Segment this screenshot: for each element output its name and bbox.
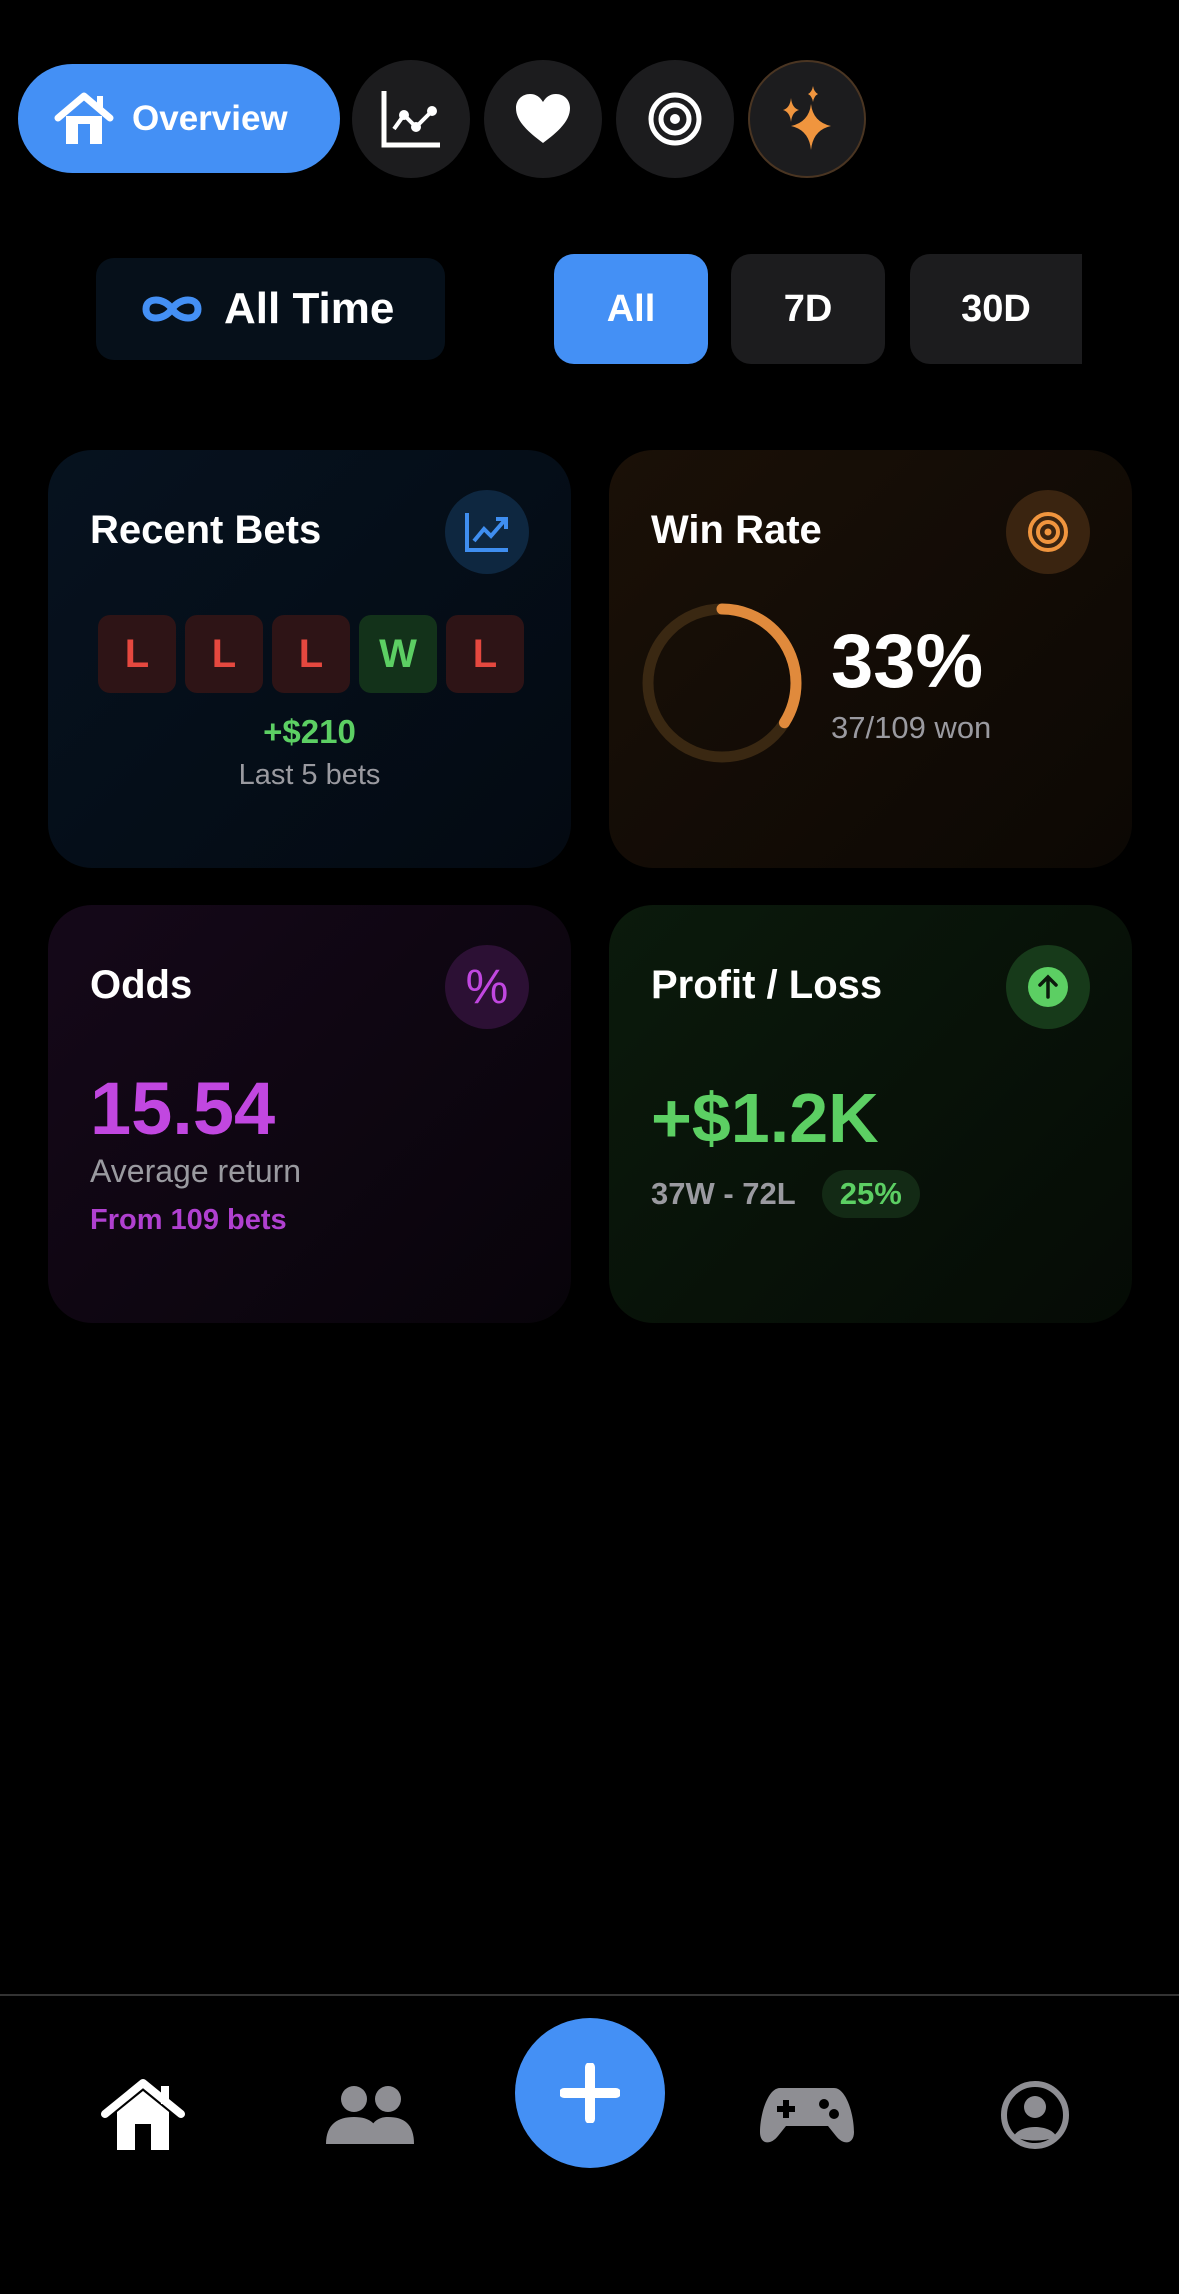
tab-goals[interactable]: [616, 60, 734, 178]
roi-badge: 25%: [821, 1170, 920, 1218]
add-icon: [560, 2063, 620, 2123]
profit-loss-icon-badge: [1006, 945, 1090, 1029]
recent-bets-icon-badge: [445, 490, 529, 574]
tab-insights[interactable]: [748, 60, 866, 178]
heart-icon: [516, 94, 570, 143]
tabbar-home[interactable]: [83, 2070, 203, 2160]
win-rate-value: 33%: [831, 619, 984, 704]
time-range-selector[interactable]: All Time: [96, 258, 445, 360]
odds-value: 15.54: [90, 1067, 276, 1150]
arrow-up-circle-icon: [1028, 967, 1068, 1007]
recent-bets-title: Recent Bets: [90, 508, 322, 552]
sparkles-icon: [783, 86, 831, 150]
win-rate-ring: [642, 603, 802, 763]
result-chip: W: [359, 615, 437, 693]
profit-loss-title: Profit / Loss: [651, 963, 883, 1007]
chart-line-icon: [381, 91, 440, 148]
tabbar-games[interactable]: [747, 2070, 867, 2160]
tab-favorites[interactable]: [484, 60, 602, 178]
result-chip: L: [272, 615, 350, 693]
odds-title: Odds: [90, 963, 193, 1007]
odds-subcaption: From 109 bets: [90, 1204, 287, 1236]
tabbar-profile[interactable]: [975, 2070, 1095, 2160]
win-rate-ring-progress: [642, 603, 802, 763]
home-icon: [101, 2079, 185, 2150]
time-range-label: All Time: [224, 284, 395, 333]
profile-icon: [1001, 2081, 1069, 2149]
result-chip: L: [185, 615, 263, 693]
segment-all[interactable]: All: [554, 254, 708, 364]
recent-bets-caption: Last 5 bets: [238, 759, 381, 791]
segment-30d[interactable]: 30D: [910, 254, 1082, 364]
percent-icon: %: [445, 945, 529, 1029]
profit-loss-card[interactable]: Profit / Loss +$1.2K 37W - 72L 25%: [609, 905, 1132, 1323]
odds-caption: Average return: [90, 1153, 302, 1189]
gamecontroller-icon: [760, 2088, 854, 2143]
target-icon: [1028, 512, 1068, 552]
result-chip: L: [98, 615, 176, 693]
tab-charts[interactable]: [352, 60, 470, 178]
win-rate-caption: 37/109 won: [831, 710, 992, 745]
tab-overview[interactable]: Overview: [18, 64, 340, 173]
win-rate-card[interactable]: Win Rate 33% 37/109 won: [609, 450, 1132, 868]
tab-overview-label: Overview: [132, 98, 288, 138]
tab-bar-divider: [0, 1994, 1179, 1996]
home-icon: [54, 92, 114, 144]
win-rate-icon-badge: [1006, 490, 1090, 574]
chart-trend-icon: [465, 513, 508, 552]
target-icon: [648, 92, 702, 146]
win-loss-record: 37W - 72L: [651, 1176, 796, 1211]
result-chip: L: [446, 615, 524, 693]
recent-bets-amount: +$210: [263, 713, 356, 750]
profit-loss-value: +$1.2K: [651, 1079, 879, 1157]
tabbar-social[interactable]: [310, 2070, 430, 2160]
odds-card[interactable]: Odds % 15.54 Average return From 109 bet…: [48, 905, 571, 1323]
win-rate-title: Win Rate: [651, 508, 822, 552]
people-icon: [326, 2086, 414, 2144]
infinity-icon: [142, 296, 202, 322]
add-bet-button[interactable]: [515, 2018, 665, 2168]
segment-7d[interactable]: 7D: [731, 254, 885, 364]
